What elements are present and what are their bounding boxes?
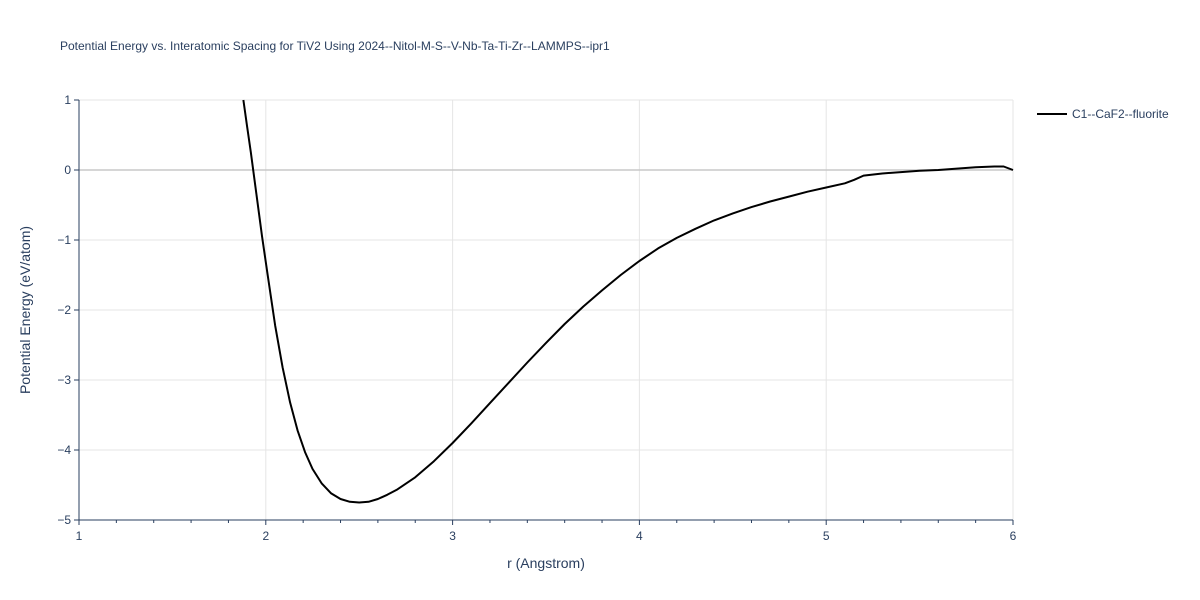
x-tick-label: 6 bbox=[1010, 529, 1017, 543]
legend[interactable]: C1--CaF2--fluorite bbox=[1037, 107, 1169, 121]
legend-label: C1--CaF2--fluorite bbox=[1072, 107, 1169, 121]
y-ticks: −5 −4 −3 −2 −1 0 1 bbox=[57, 93, 79, 527]
y-tick-label: 1 bbox=[64, 93, 71, 107]
y-axis-title: Potential Energy (eV/atom) bbox=[17, 226, 33, 394]
y-tick-label: −1 bbox=[57, 233, 71, 247]
x-tick-label: 4 bbox=[636, 529, 643, 543]
y-tick-label: −5 bbox=[57, 513, 71, 527]
x-tick-label: 5 bbox=[823, 529, 830, 543]
chart-title: Potential Energy vs. Interatomic Spacing… bbox=[60, 39, 610, 53]
x-tick-label: 3 bbox=[449, 529, 456, 543]
x-axis-title: r (Angstrom) bbox=[507, 555, 585, 571]
x-tick-label: 1 bbox=[76, 529, 83, 543]
y-tick-label: 0 bbox=[64, 163, 71, 177]
grid-lines bbox=[79, 99, 1014, 520]
y-tick-label: −4 bbox=[57, 443, 71, 457]
series-layer bbox=[242, 99, 1014, 504]
x-tick-label: 2 bbox=[262, 529, 269, 543]
x-ticks: 1 2 3 4 5 6 bbox=[76, 520, 1017, 543]
y-tick-label: −3 bbox=[57, 373, 71, 387]
series-line-c1-caf2-fluorite[interactable] bbox=[242, 99, 1014, 504]
y-tick-label: −2 bbox=[57, 303, 71, 317]
